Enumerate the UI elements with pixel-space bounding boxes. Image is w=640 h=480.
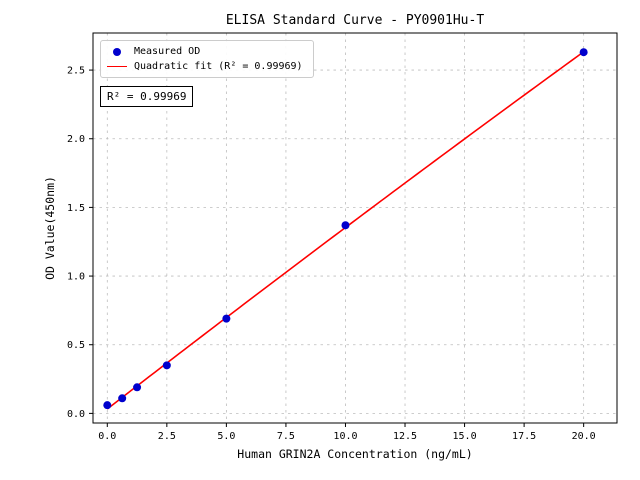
x-tick-label: 17.5 [512, 431, 536, 442]
x-tick-label: 2.5 [158, 431, 176, 442]
x-tick-label: 0.0 [98, 431, 116, 442]
data-point [103, 401, 112, 410]
y-tick-label: 2.0 [67, 134, 85, 145]
legend-item-measured-od: Measured OD [107, 46, 303, 57]
data-point [341, 221, 350, 230]
x-tick-label: 15.0 [453, 431, 477, 442]
r-squared-annotation: R² = 0.99969 [100, 86, 194, 107]
legend-label-quadratic-fit: Quadratic fit (R² = 0.99969) [134, 61, 303, 72]
legend: Measured OD Quadratic fit (R² = 0.99969) [100, 40, 314, 78]
y-tick-label: 1.0 [67, 272, 85, 283]
x-tick-label: 10.0 [333, 431, 357, 442]
y-tick-label: 0.5 [67, 340, 85, 351]
x-axis-label: Human GRIN2A Concentration (ng/mL) [237, 447, 473, 461]
data-point [133, 383, 142, 392]
measured-od-marker-icon [113, 47, 121, 56]
y-tick-label: 1.5 [67, 203, 85, 214]
fit-line-marker-icon [107, 66, 127, 67]
chart-title: ELISA Standard Curve - PY0901Hu-T [225, 13, 485, 28]
x-tick-label: 5.0 [217, 431, 235, 442]
data-point [222, 314, 231, 323]
legend-item-quadratic-fit: Quadratic fit (R² = 0.99969) [107, 61, 303, 72]
y-tick-label: 0.0 [67, 409, 85, 420]
data-point [162, 361, 171, 370]
data-point [118, 394, 127, 403]
x-tick-label: 12.5 [393, 431, 417, 442]
y-axis-label: OD Value(450nm) [43, 176, 57, 280]
x-tick-label: 20.0 [572, 431, 596, 442]
y-tick-label: 2.5 [67, 66, 85, 77]
legend-label-measured-od: Measured OD [134, 46, 201, 57]
x-tick-label: 7.5 [277, 431, 295, 442]
data-point [579, 48, 588, 57]
plot-frame [92, 32, 618, 424]
